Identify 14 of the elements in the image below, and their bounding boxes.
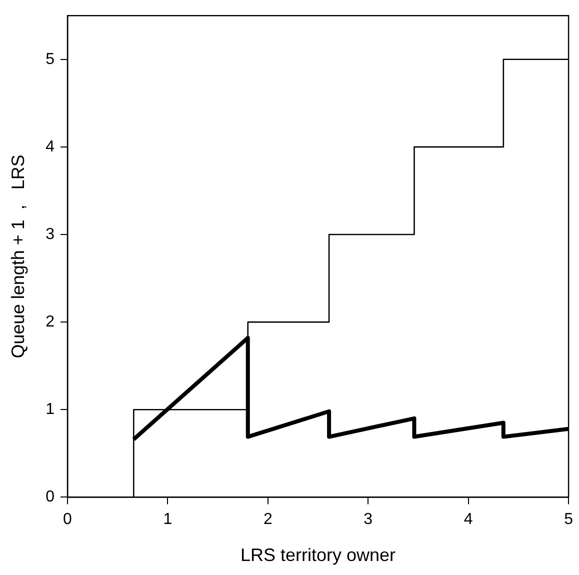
y-tick-label: 0 xyxy=(46,488,55,506)
y-tick-label: 3 xyxy=(46,226,55,243)
y-tick-label: 2 xyxy=(46,313,55,330)
x-tick-label: 3 xyxy=(364,511,373,528)
y-tick-label: 4 xyxy=(46,138,55,156)
y-tick-label: 5 xyxy=(46,50,55,68)
x-tick-label: 1 xyxy=(163,511,172,528)
x-tick-label: 2 xyxy=(263,511,272,528)
x-tick-label: 5 xyxy=(564,511,574,528)
y-tick-label: 1 xyxy=(46,401,55,418)
y-axis-title: Queue length + 1 , LRS xyxy=(8,154,28,358)
x-axis-title: LRS territory owner xyxy=(240,545,396,566)
x-tick-label: 4 xyxy=(464,511,473,528)
x-tick-label: 0 xyxy=(63,511,72,528)
